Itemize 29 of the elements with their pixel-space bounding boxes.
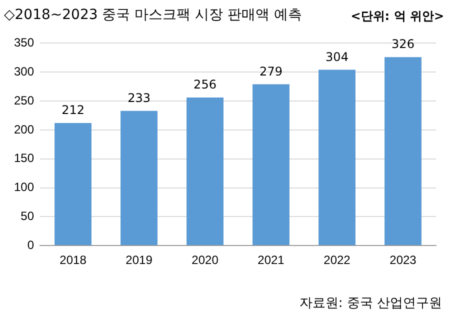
bar — [252, 84, 290, 246]
y-tick-label: 50 — [20, 209, 34, 223]
data-label: 233 — [128, 90, 150, 105]
bar — [54, 123, 92, 246]
bar — [186, 98, 224, 246]
chart-title: ◇2018~2023 중국 마스크팩 시장 판매액 예측 — [4, 6, 302, 24]
y-tick-label: 0 — [27, 238, 34, 252]
y-tick-label: 100 — [14, 180, 34, 194]
y-tick-label: 350 — [14, 36, 34, 50]
data-label: 279 — [260, 64, 282, 78]
data-label: 256 — [194, 78, 216, 92]
bar — [318, 70, 356, 246]
data-label: 326 — [392, 37, 414, 52]
bar — [384, 57, 422, 246]
y-tick-label: 250 — [14, 93, 34, 108]
x-tick-label: 2023 — [390, 253, 417, 268]
y-tick-label: 150 — [14, 151, 34, 166]
y-tick-label: 300 — [14, 64, 34, 78]
data-label: 304 — [326, 50, 348, 64]
x-tick-label: 2020 — [192, 253, 219, 268]
x-tick-label: 2018 — [60, 253, 87, 268]
bar — [120, 110, 158, 246]
text: <단위: 억 위안> — [350, 8, 444, 25]
x-tick-label: 2021 — [258, 253, 285, 268]
text: 자료원: 중국 산업연구원 — [299, 295, 442, 312]
data-label: 212 — [62, 103, 84, 118]
x-tick-label: 2022 — [324, 253, 351, 268]
x-tick-label: 2019 — [126, 253, 153, 268]
y-tick-label: 200 — [14, 122, 34, 136]
